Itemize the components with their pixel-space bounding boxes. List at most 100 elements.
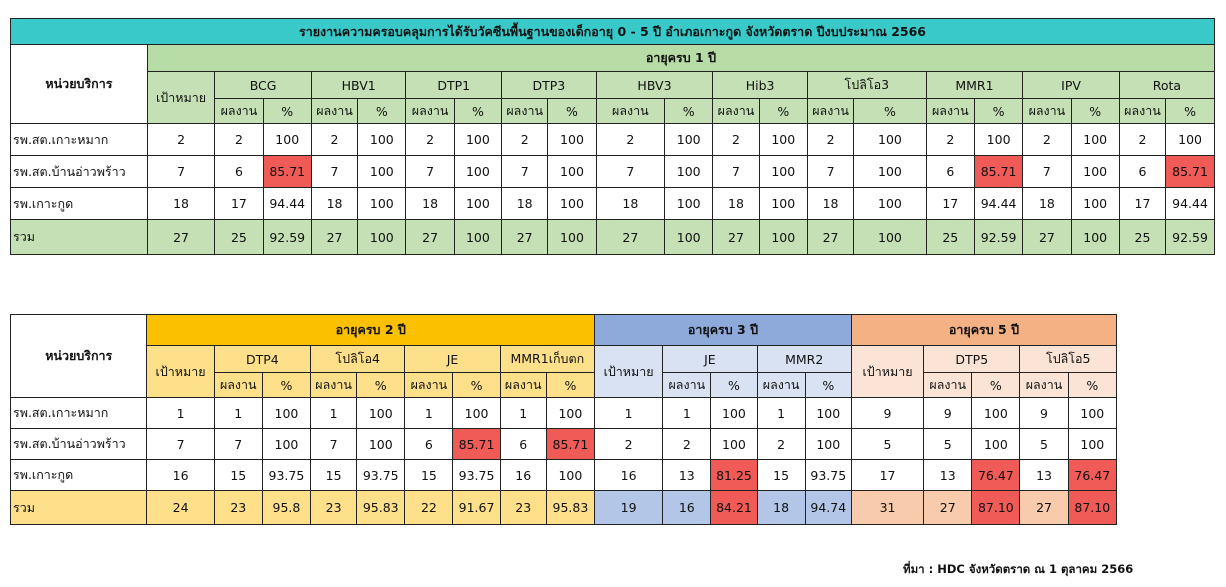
vaccine-header: โปลิโอ3 bbox=[806, 71, 927, 99]
result-value: 18 bbox=[310, 187, 359, 220]
coverage-table-age-2-3-5: หน่วยบริการ อายุครบ 2 ปี อายุครบ 3 ปี อายุ… bbox=[9, 314, 1118, 525]
percent-subheader: % bbox=[261, 372, 312, 398]
percent-value: 100 bbox=[453, 155, 503, 188]
result-subheader: ผลงาน bbox=[756, 372, 806, 398]
unit-name: รวม bbox=[9, 490, 148, 525]
result-value: 17 bbox=[925, 187, 975, 220]
target-value: 9 bbox=[850, 397, 925, 429]
percent-value: 100 bbox=[1070, 187, 1120, 220]
target-value: 17 bbox=[850, 459, 925, 491]
percent-value: 100 bbox=[804, 428, 852, 460]
target-value: 27 bbox=[146, 219, 216, 255]
result-value: 6 bbox=[925, 155, 975, 188]
percent-value: 100 bbox=[664, 155, 714, 188]
table-row: รพ.เกาะกูด 18 17 94.44 18 100 18 100 18 100 18 100 1… bbox=[10, 187, 1215, 220]
result-value: 18 bbox=[501, 187, 549, 220]
result-value: 1 bbox=[404, 397, 454, 429]
result-subheader: ผลงาน bbox=[806, 98, 855, 124]
result-value: 5 bbox=[923, 428, 973, 460]
result-value: 7 bbox=[595, 155, 666, 188]
target-value: 19 bbox=[593, 490, 664, 525]
result-value: 1 bbox=[310, 397, 358, 429]
result-value: 13 bbox=[662, 459, 712, 491]
vaccine-header: MMR1เก็บตก bbox=[499, 345, 596, 373]
result-value: 18 bbox=[595, 187, 666, 220]
percent-value: 94.44 bbox=[973, 187, 1024, 220]
unit-name: รวม bbox=[10, 219, 148, 255]
percent-value: 100 bbox=[1165, 123, 1215, 156]
result-value: 1 bbox=[756, 397, 806, 429]
result-value: 6 bbox=[404, 428, 454, 460]
percent-value: 100 bbox=[1070, 123, 1120, 156]
percent-value: 100 bbox=[547, 155, 597, 188]
percent-value: 100 bbox=[357, 123, 407, 156]
percent-value: 100 bbox=[545, 397, 596, 429]
total-row: รวม 24 23 95.8 23 95.83 22 91.67 23 95.83 19 16 84.2… bbox=[9, 490, 1118, 525]
result-subheader: ผลงาน bbox=[662, 372, 712, 398]
table-row: รพ.สต.บ้านอ่าวพร้าว 7 7 100 7 100 6 85.71 6 85.71… bbox=[9, 428, 1118, 460]
percent-value: 100 bbox=[973, 123, 1024, 156]
result-value: 18 bbox=[405, 187, 455, 220]
percent-value: 100 bbox=[261, 397, 312, 429]
result-value: 16 bbox=[499, 459, 547, 491]
result-value: 27 bbox=[712, 219, 760, 255]
result-value: 7 bbox=[213, 428, 263, 460]
percent-value: 93.75 bbox=[356, 459, 406, 491]
percent-subheader: % bbox=[710, 372, 758, 398]
percent-value: 100 bbox=[453, 219, 503, 255]
result-value: 22 bbox=[404, 490, 454, 525]
table-row: รพ.สต.เกาะหมาก 1 1 100 1 100 1 100 1 100 1 1 100 1 100… bbox=[9, 397, 1118, 429]
result-subheader: ผลงาน bbox=[310, 98, 359, 124]
percent-subheader: % bbox=[452, 372, 501, 398]
unit-name: รพ.สต.บ้านอ่าวพร้าว bbox=[9, 428, 148, 460]
percent-value: 100 bbox=[1067, 397, 1118, 429]
result-value: 23 bbox=[499, 490, 547, 525]
result-value: 2 bbox=[405, 123, 455, 156]
result-subheader: ผลงาน bbox=[595, 98, 666, 124]
result-value: 2 bbox=[925, 123, 975, 156]
percent-subheader: % bbox=[1070, 98, 1120, 124]
result-value: 2 bbox=[310, 123, 359, 156]
result-value: 6 bbox=[214, 155, 264, 188]
vaccine-header: DTP3 bbox=[501, 71, 597, 99]
result-value: 27 bbox=[923, 490, 973, 525]
result-value: 15 bbox=[310, 459, 358, 491]
result-value: 15 bbox=[404, 459, 454, 491]
vaccine-header: DTP5 bbox=[923, 345, 1021, 373]
percent-value: 100 bbox=[453, 187, 503, 220]
percent-subheader: % bbox=[853, 98, 927, 124]
result-value: 27 bbox=[595, 219, 666, 255]
vaccine-header: DTP4 bbox=[213, 345, 312, 373]
result-value: 27 bbox=[1019, 490, 1069, 525]
vaccine-header: โปลิโอ5 bbox=[1019, 345, 1117, 373]
result-subheader: ผลงาน bbox=[712, 98, 760, 124]
percent-value: 95.83 bbox=[545, 490, 596, 525]
percent-value: 100 bbox=[853, 187, 927, 220]
result-value: 17 bbox=[214, 187, 264, 220]
target-value: 2 bbox=[593, 428, 664, 460]
total-row: รวม 27 25 92.59 27 100 27 100 27 100 27 100 27 100 27 1… bbox=[10, 219, 1215, 255]
percent-value: 100 bbox=[971, 428, 1021, 460]
percent-value: 100 bbox=[971, 397, 1021, 429]
result-value: 5 bbox=[1019, 428, 1069, 460]
target-value: 7 bbox=[146, 428, 215, 460]
percent-subheader: % bbox=[973, 98, 1024, 124]
percent-subheader: % bbox=[971, 372, 1021, 398]
result-value: 18 bbox=[806, 187, 855, 220]
percent-value: 87.10 bbox=[1067, 490, 1118, 525]
vaccine-header: โปลิโอ4 bbox=[310, 345, 406, 373]
age-group-header: อายุครบ 3 ปี bbox=[594, 314, 852, 346]
result-value: 7 bbox=[310, 428, 358, 460]
source-note: ที่มา : HDC จังหวัดตราด ณ 1 ตุลาคม 2566 bbox=[903, 562, 1134, 576]
percent-value: 100 bbox=[664, 123, 714, 156]
unit-header: หน่วยบริการ bbox=[10, 44, 148, 124]
report-title: รายงานความครอบคลุมการได้รับวัคซีนพื้นฐาน… bbox=[10, 18, 1215, 45]
target-value: 16 bbox=[593, 459, 664, 491]
result-value: 2 bbox=[756, 428, 806, 460]
target-value: 18 bbox=[146, 187, 216, 220]
percent-value: 94.74 bbox=[804, 490, 852, 525]
percent-subheader: % bbox=[804, 372, 852, 398]
age-group-header: อายุครบ 1 ปี bbox=[146, 44, 1216, 72]
vaccine-header: JE bbox=[662, 345, 758, 373]
result-value: 2 bbox=[501, 123, 549, 156]
